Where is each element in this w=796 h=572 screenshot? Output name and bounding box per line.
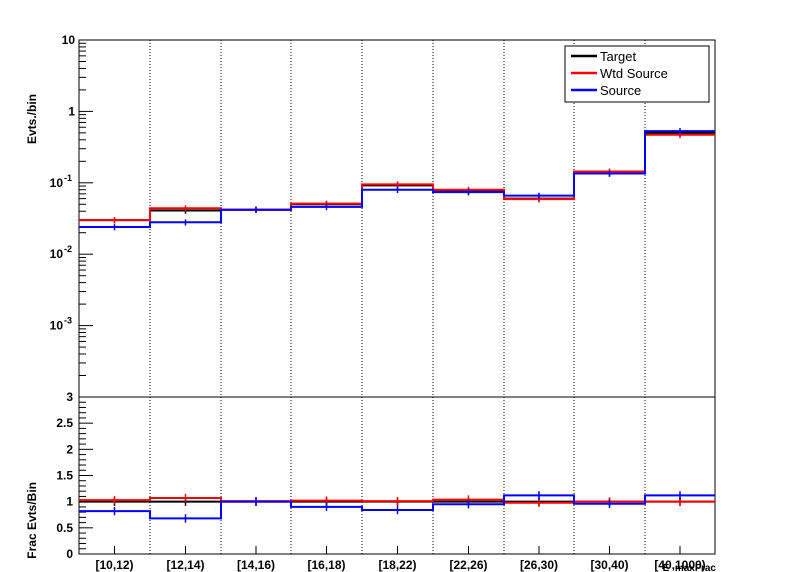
y-tick-label: 10 bbox=[50, 319, 64, 333]
x-tick-label: [22,26) bbox=[449, 558, 487, 572]
y-tick-label: 3 bbox=[66, 390, 73, 404]
y-tick-label: 1.5 bbox=[56, 469, 73, 483]
x-tick-label: [26,30) bbox=[520, 558, 558, 572]
y-axis-title: Evts./bin bbox=[25, 94, 39, 144]
x-tick-label: [30,40) bbox=[590, 558, 628, 572]
legend-entry: Wtd Source bbox=[600, 66, 668, 81]
legend-entry: Source bbox=[600, 83, 641, 98]
y-tick-label: 0 bbox=[66, 547, 73, 561]
y-tick-exponent: -1 bbox=[64, 173, 72, 183]
bottom-panel: 0 0.5 1 1.5 2 2.5 3 Frac Evts/Bin [10,12) [12,14)… bbox=[25, 390, 716, 572]
y-axis-title: Frac Evts/Bin bbox=[25, 482, 39, 559]
x-tick-label: [18,22) bbox=[378, 558, 416, 572]
y-tick-exponent: -3 bbox=[64, 316, 72, 326]
y-tick-label: 2 bbox=[66, 442, 73, 456]
x-axis-title: E_maxFrac bbox=[663, 563, 717, 572]
x-tick-label: [40,1000) bbox=[654, 558, 705, 572]
x-tick-label: [10,12) bbox=[95, 558, 133, 572]
x-tick-label: [12,14) bbox=[166, 558, 204, 572]
x-tick-label: [16,18) bbox=[307, 558, 345, 572]
y-tick-label: 1 bbox=[68, 104, 75, 118]
y-tick-label: 10 bbox=[62, 33, 76, 47]
legend: Target Wtd Source Source bbox=[564, 45, 710, 103]
y-tick-exponent: -2 bbox=[64, 244, 72, 254]
legend-entry: Target bbox=[600, 49, 637, 64]
y-tick-label: 1 bbox=[66, 495, 73, 509]
y-tick-label: 10 bbox=[50, 176, 64, 190]
y-tick-label: 2.5 bbox=[56, 416, 73, 430]
y-tick-label: 10 bbox=[50, 247, 64, 261]
y-tick-label: 0.5 bbox=[56, 521, 73, 535]
x-tick-label: [14,16) bbox=[237, 558, 275, 572]
